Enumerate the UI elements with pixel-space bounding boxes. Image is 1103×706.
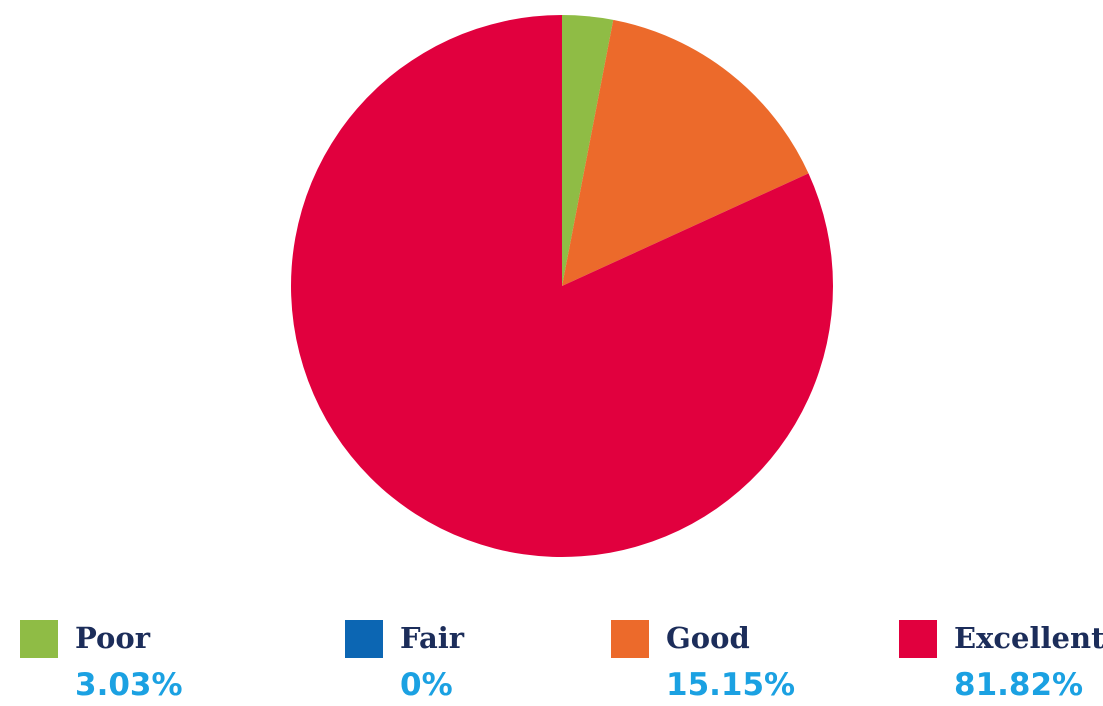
pie-slice-good <box>562 19 809 287</box>
legend-swatch-fair <box>345 620 383 658</box>
legend-label-good: Good <box>666 621 750 655</box>
legend-value-excellent: 81.82% <box>954 667 1084 703</box>
legend-label-fair: Fair <box>400 621 465 655</box>
pie-slice-excellent <box>291 15 834 557</box>
legend-swatch-excellent <box>899 620 937 658</box>
legend-value-fair: 0% <box>400 667 453 703</box>
legend-value-good: 15.15% <box>666 667 796 703</box>
legend-swatch-poor <box>20 620 58 658</box>
pie-chart <box>291 15 834 557</box>
legend-label-excellent: Excellent <box>954 621 1103 655</box>
legend-swatch-good <box>611 620 649 658</box>
legend-label-poor: Poor <box>75 621 150 655</box>
legend-value-poor: 3.03% <box>75 667 183 703</box>
pie-slice-poor <box>562 15 614 286</box>
